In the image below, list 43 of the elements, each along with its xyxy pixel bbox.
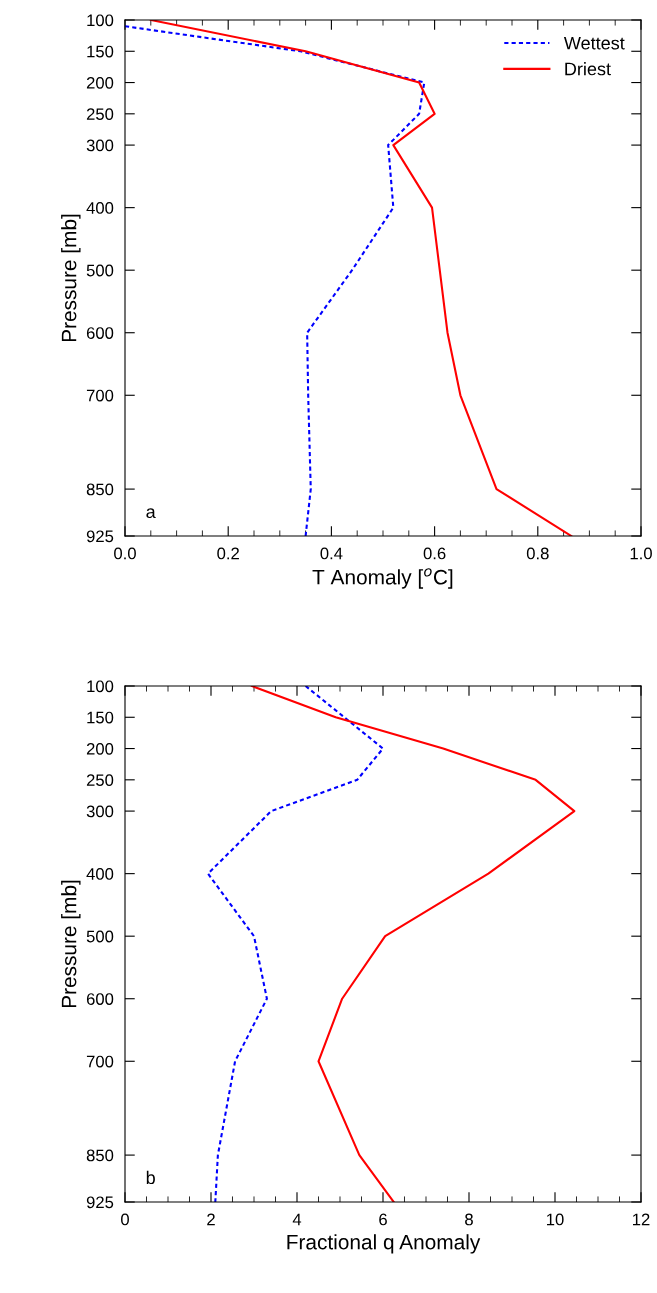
y-tick-label: 250 <box>86 774 114 787</box>
x-tick-label: 0.8 <box>526 547 549 560</box>
y-tick-label: 925 <box>86 530 114 543</box>
x-tick-label: 0.6 <box>423 547 446 560</box>
y-tick-label: 500 <box>86 264 114 277</box>
legend-label: Wettest <box>563 36 625 50</box>
x-tick-label: 2 <box>207 1213 215 1226</box>
annotation: b <box>146 1170 155 1185</box>
x-axis-title: Fractional q Anomaly <box>287 1234 481 1254</box>
x-tick-label: 1.0 <box>630 547 652 560</box>
y-tick-label: 150 <box>87 711 114 724</box>
y-tick-label: 300 <box>86 805 114 818</box>
legend-label: Driest <box>565 62 611 76</box>
y-tick-label: 925 <box>86 1196 114 1209</box>
y-tick-label: 200 <box>86 76 114 89</box>
y-tick-label: 100 <box>87 680 114 693</box>
y-tick-label: 700 <box>86 1055 114 1068</box>
y-tick-label: 850 <box>86 483 114 496</box>
y-tick-label: 100 <box>87 14 114 27</box>
y-tick-label: 700 <box>86 389 114 402</box>
x-tick-label: 0.0 <box>114 547 136 560</box>
y-tick-label: 600 <box>86 327 114 339</box>
y-tick-label: 400 <box>86 202 114 214</box>
x-tick-label: 0.2 <box>217 547 239 560</box>
y-tick-label: 500 <box>86 930 114 943</box>
y-tick-label: 150 <box>87 45 114 58</box>
annotation: a <box>146 508 156 519</box>
x-tick-label: 4 <box>292 1213 302 1226</box>
y-tick-label: 600 <box>86 993 114 1005</box>
x-tick-label: 0.4 <box>320 547 343 560</box>
y-tick-label: 200 <box>86 742 114 755</box>
y-tick-label: 400 <box>86 868 114 880</box>
x-tick-label: 12 <box>633 1213 650 1226</box>
y-tick-label: 300 <box>86 139 114 152</box>
y-axis-title: Pressure [mb] <box>61 214 81 342</box>
x-tick-label: 6 <box>379 1213 387 1226</box>
y-tick-label: 250 <box>86 108 114 121</box>
y-tick-label: 850 <box>86 1149 114 1162</box>
x-tick-label: 10 <box>547 1213 564 1226</box>
x-axis-title: T Anomaly [$^{o}$C] <box>312 568 453 589</box>
x-tick-label: 8 <box>465 1213 473 1226</box>
x-tick-label: 0 <box>121 1213 129 1226</box>
y-axis-title: Pressure [mb] <box>61 880 81 1008</box>
